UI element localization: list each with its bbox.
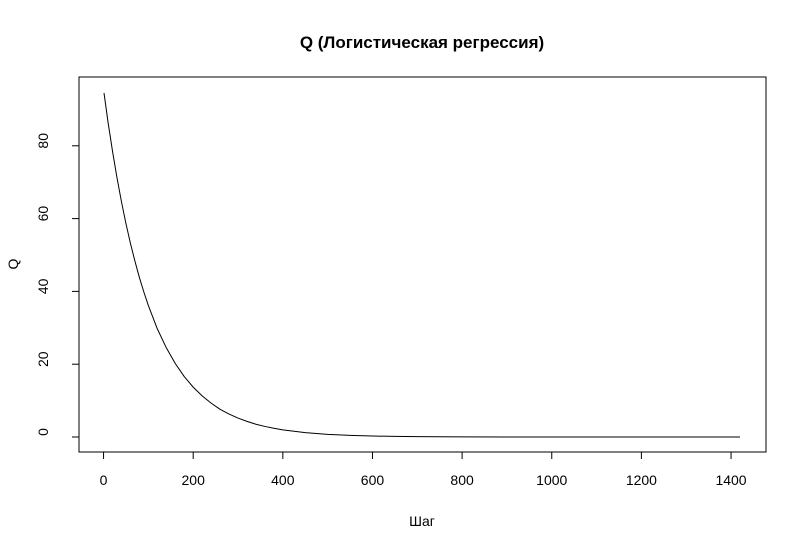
x-tick-label: 1400 (715, 472, 746, 488)
y-tick-label: 80 (35, 133, 51, 149)
y-tick-label: 0 (35, 428, 51, 436)
x-tick-label: 600 (361, 472, 385, 488)
x-tick-label: 1200 (626, 472, 657, 488)
y-tick-label: 20 (35, 351, 51, 367)
x-axis: 0 200 400 600 800 1000 1200 1400 (100, 451, 747, 488)
chart-title: Q (Логистическая регрессия) (300, 33, 544, 52)
x-tick-label: 800 (450, 472, 474, 488)
y-tick-label: 60 (35, 206, 51, 222)
y-tick-label: 40 (35, 278, 51, 294)
y-axis-label: Q (5, 258, 21, 269)
x-tick-label: 200 (182, 472, 206, 488)
series-layer (103, 92, 740, 438)
y-axis: 0 20 40 60 80 (35, 133, 80, 438)
x-tick-label: 1000 (536, 472, 567, 488)
x-tick-label: 0 (100, 472, 108, 488)
x-tick-label: 400 (271, 472, 295, 488)
series-line-0 (103, 92, 740, 438)
x-axis-label: Шаг (409, 513, 435, 529)
